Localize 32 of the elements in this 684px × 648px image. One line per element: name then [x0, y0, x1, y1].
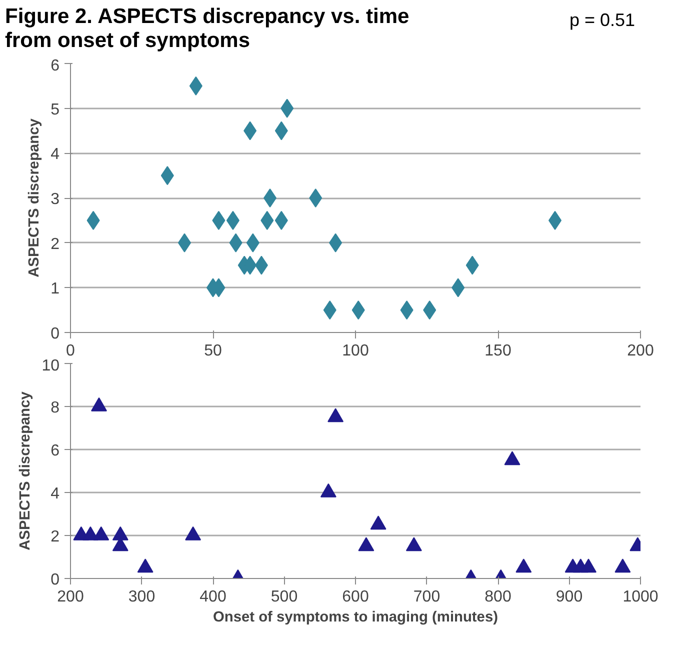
x-tick-label: 1000 — [622, 588, 658, 606]
x-axis-title: Onset of symptoms to imaging (minutes) — [213, 610, 498, 626]
y-tick-label: 1 — [50, 280, 60, 298]
text: p = 0.51 — [569, 9, 635, 32]
y-tick-label: 6 — [50, 442, 60, 460]
x-tick-label: 150 — [484, 342, 512, 360]
chart-title: Figure 2. ASPECTS discrepancy vs. time from onset of symptoms — [5, 5, 410, 54]
x-tick-label: 0 — [66, 342, 76, 360]
y-tick-label: 5 — [50, 102, 60, 119]
y-tick-label: 2 — [50, 528, 60, 546]
y-tick-label: 4 — [50, 146, 60, 164]
x-tick-label: 700 — [413, 588, 440, 606]
x-tick-label: 100 — [342, 342, 369, 360]
x-tick-label: 600 — [342, 588, 369, 606]
x-tick-label: 200 — [57, 588, 84, 606]
x-tick-label: 300 — [128, 588, 156, 606]
x-tick-label: 500 — [270, 588, 298, 606]
x-tick-label: 50 — [204, 342, 222, 360]
y-tick-label: 0 — [50, 326, 60, 343]
y-axis-title: ASPECTS discrepancy — [18, 391, 34, 551]
y-axis-title: ASPECTS discrepancy — [26, 118, 43, 278]
y-tick-label: 0 — [50, 572, 60, 589]
y-tick-label: 2 — [50, 236, 60, 254]
y-tick-label: 8 — [50, 400, 60, 417]
x-tick-label: 800 — [484, 588, 512, 606]
x-tick-label: 200 — [627, 342, 654, 360]
y-tick-label: 6 — [50, 58, 60, 75]
x-tick-label: 400 — [200, 588, 226, 606]
y-tick-label: 10 — [42, 358, 60, 375]
y-tick-label: 4 — [50, 486, 60, 503]
x-tick-label: 900 — [556, 588, 583, 606]
y-tick-label: 3 — [50, 191, 60, 208]
